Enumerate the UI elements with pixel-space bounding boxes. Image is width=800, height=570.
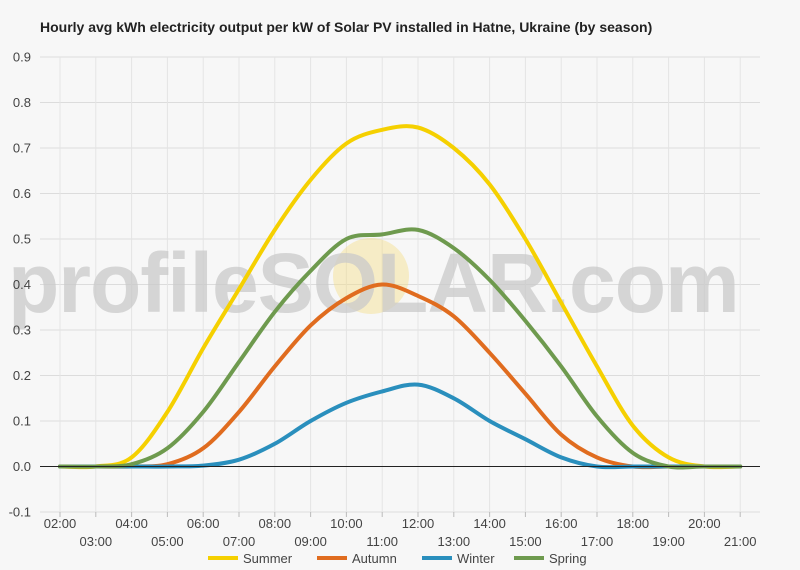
chart-title: Hourly avg kWh electricity output per kW… (40, 19, 653, 35)
x-tick-label: 19:00 (652, 534, 685, 549)
x-tick-label: 11:00 (366, 534, 398, 549)
x-tick-label: 02:00 (44, 516, 77, 531)
legend-label-summer[interactable]: Summer (243, 551, 293, 566)
x-tick-label: 05:00 (151, 534, 184, 549)
x-tick-label: 21:00 (724, 534, 757, 549)
watermark: profileSOLAR.com (8, 236, 739, 330)
y-tick-label: 0.4 (13, 277, 31, 292)
x-tick-label: 12:00 (402, 516, 435, 531)
x-tick-label: 03:00 (80, 534, 113, 549)
x-tick-label: 20:00 (688, 516, 721, 531)
series-line-summer (58, 124, 743, 470)
grid-layer (40, 56, 760, 517)
y-tick-label: -0.1 (9, 505, 31, 520)
legend-label-autumn[interactable]: Autumn (352, 551, 397, 566)
legend-layer: Summer Autumn Winter Spring (208, 551, 587, 566)
x-tick-label: 16:00 (545, 516, 578, 531)
x-tick-label: 07:00 (223, 534, 256, 549)
x-tick-label: 15:00 (509, 534, 542, 549)
y-tick-label: 0.8 (13, 95, 31, 110)
y-tick-label: 0.2 (13, 368, 31, 383)
legend-label-winter[interactable]: Winter (457, 551, 495, 566)
x-tick-label: 17:00 (581, 534, 614, 549)
x-tick-label: 06:00 (187, 516, 220, 531)
y-tick-label: 0.1 (13, 414, 31, 429)
y-tick-label: 0.6 (13, 186, 31, 201)
x-tick-label: 10:00 (330, 516, 363, 531)
axis-layer: -0.10.00.10.20.30.40.50.60.70.80.902:000… (9, 50, 760, 549)
series-line-spring (58, 227, 743, 470)
y-tick-label: 0.9 (13, 50, 31, 65)
x-tick-label: 08:00 (259, 516, 292, 531)
x-tick-label: 14:00 (473, 516, 506, 531)
y-tick-label: 0.5 (13, 232, 31, 247)
x-tick-label: 09:00 (294, 534, 327, 549)
y-tick-label: 0.0 (13, 459, 31, 474)
x-tick-label: 04:00 (115, 516, 148, 531)
y-tick-label: 0.3 (13, 323, 31, 338)
x-tick-label: 18:00 (617, 516, 650, 531)
y-tick-label: 0.7 (13, 141, 31, 156)
legend-label-spring[interactable]: Spring (549, 551, 587, 566)
x-tick-label: 13:00 (438, 534, 471, 549)
